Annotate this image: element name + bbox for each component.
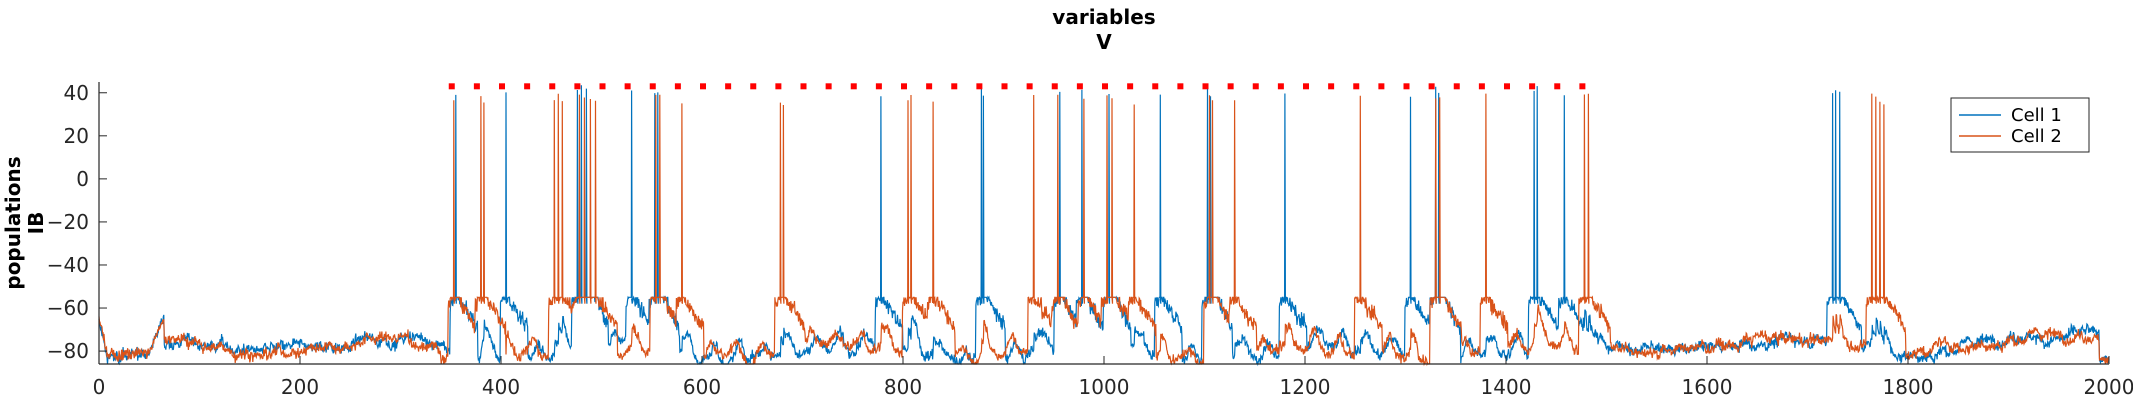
spike-marker (549, 83, 556, 90)
spike-marker (750, 83, 757, 90)
spike-marker (1076, 83, 1083, 90)
spike-marker (1353, 83, 1360, 90)
spike-marker (1554, 83, 1561, 90)
x-tick-label: 800 (884, 375, 922, 399)
spike-marker (649, 83, 656, 90)
spike-marker (775, 83, 782, 90)
plot-area: 0 200 400 600 800 1000 1200 1400 1600 1800 2000−80… (47, 81, 2133, 399)
spike-marker (574, 83, 581, 90)
y-tick-label: −60 (47, 296, 89, 320)
series-line-2 (98, 93, 2110, 367)
spike-marker (524, 83, 531, 90)
spike-marker (725, 83, 732, 90)
spike-marker (1453, 83, 1460, 90)
spike-marker (1202, 83, 1209, 90)
chart-title-line: variables (1052, 5, 1155, 29)
spike-marker (674, 83, 681, 90)
spike-marker (1001, 83, 1008, 90)
spike-marker (1328, 83, 1335, 90)
y-axis-label: populations IB (1, 156, 48, 289)
y-axis-label-line: IB (24, 212, 48, 235)
spike-marker (1152, 83, 1159, 90)
spike-markers (448, 83, 1586, 90)
y-tick-label: 0 (76, 167, 89, 191)
y-tick-label: −80 (47, 339, 89, 363)
spike-marker (1127, 83, 1134, 90)
y-tick-label: −40 (47, 253, 89, 277)
spike-marker (1177, 83, 1184, 90)
spike-marker (1529, 83, 1536, 90)
spike-marker (624, 83, 631, 90)
x-tick-label: 1400 (1481, 375, 1532, 399)
spike-marker (1227, 83, 1234, 90)
series-lines (98, 85, 2110, 367)
spike-marker (499, 83, 506, 90)
x-tick-label: 1800 (1883, 375, 1934, 399)
x-tick-label: 0 (93, 375, 106, 399)
x-tick-label: 1000 (1079, 375, 1130, 399)
chart-title-line: V (1096, 30, 1112, 54)
spike-marker (1478, 83, 1485, 90)
y-axis-label-line: populations (1, 156, 25, 289)
spike-marker (1504, 83, 1511, 90)
x-tick-label: 2000 (2084, 375, 2133, 399)
spike-marker (850, 83, 857, 90)
spike-marker (473, 83, 480, 90)
spike-marker (926, 83, 933, 90)
y-tick-label: 20 (64, 124, 89, 148)
spike-marker (1403, 83, 1410, 90)
spike-marker (1026, 83, 1033, 90)
spike-marker (1102, 83, 1109, 90)
axes: 0 200 400 600 800 1000 1200 1400 1600 1800 2000−80… (47, 81, 2133, 399)
x-tick-label: 200 (281, 375, 319, 399)
spike-marker (1579, 83, 1586, 90)
x-tick-label: 600 (683, 375, 721, 399)
spike-marker (700, 83, 707, 90)
spike-marker (1378, 83, 1385, 90)
spike-marker (825, 83, 832, 90)
spike-marker (901, 83, 908, 90)
legend-entry: Cell 2 (2011, 126, 2062, 147)
spike-marker (800, 83, 807, 90)
x-tick-label: 1600 (1682, 375, 1733, 399)
spike-marker (1252, 83, 1259, 90)
spike-marker (1277, 83, 1284, 90)
legend-entry: Cell 1 (2011, 105, 2062, 126)
spike-marker (1428, 83, 1435, 90)
spike-marker (875, 83, 882, 90)
spike-marker (1303, 83, 1310, 90)
spike-marker (1051, 83, 1058, 90)
y-tick-label: −20 (47, 210, 89, 234)
spike-marker (599, 83, 606, 90)
y-tick-label: 40 (64, 81, 89, 105)
spike-marker (448, 83, 455, 90)
spike-marker (951, 83, 958, 90)
x-tick-label: 1200 (1280, 375, 1331, 399)
legend-box (1950, 97, 2090, 153)
x-tick-label: 400 (482, 375, 520, 399)
series-line-1 (98, 85, 2110, 367)
spike-marker (976, 83, 983, 90)
